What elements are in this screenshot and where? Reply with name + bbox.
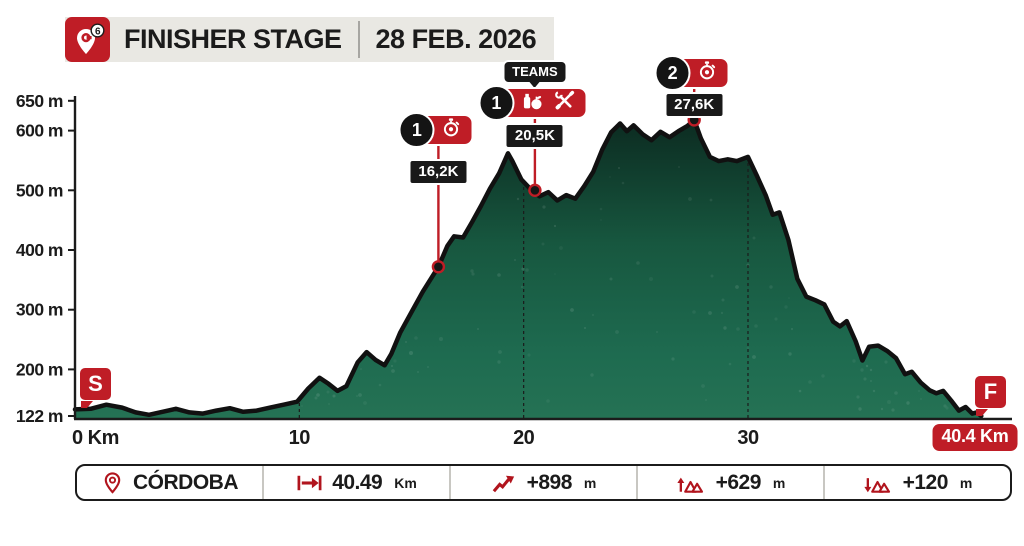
marker-teams-zone: TEAMS 1 20,5K — [478, 60, 588, 149]
finish-flag: F — [975, 376, 1006, 416]
y-tick-label: 600 m — [16, 121, 63, 141]
location-pin-icon — [104, 471, 121, 494]
info-descent-metric: +120 m — [823, 466, 1010, 499]
race-logo: 6 — [65, 17, 110, 62]
marker-number: 2 — [654, 55, 691, 91]
marker-pill: 1 — [478, 85, 588, 121]
total-ascent-unit: m — [583, 474, 597, 491]
climb-metric-value: +629 — [715, 470, 762, 494]
y-tick-label: 650 m — [16, 91, 63, 111]
marker-timecheck-2: 2 27,6K — [654, 55, 730, 118]
elevation-chart-svg: 650 m 600 m 500 m 400 m 300 m 200 m 122 m 0 Km 1… — [16, 87, 1012, 449]
profile-area — [75, 119, 982, 420]
feed-zone-icon — [520, 90, 544, 116]
climb-metric-unit: m — [772, 474, 786, 491]
svg-text:6: 6 — [94, 26, 100, 37]
ascent-arrow-icon — [492, 475, 514, 492]
marker-pill: 2 — [654, 55, 730, 91]
mountain-down-icon — [863, 477, 890, 493]
info-start-location: CÓRDOBA — [77, 466, 262, 499]
marker-km-label: 16,2K — [408, 159, 469, 185]
start-location-value: CÓRDOBA — [133, 470, 239, 494]
elevation-chart: 650 m 600 m 500 m 400 m 300 m 200 m 122 m 0 Km 1… — [0, 0, 1024, 460]
start-flag: S — [80, 368, 111, 408]
page-title: FINISHER STAGE — [124, 24, 342, 54]
marker-pill: 1 — [398, 112, 474, 148]
marker-tag: TEAMS — [502, 60, 568, 84]
stage-header: 6 FINISHER STAGE 28 FEB. 2026 — [65, 17, 555, 62]
y-tick-label: 122 m — [16, 406, 63, 426]
x-tick-label: 0 Km — [72, 427, 119, 449]
x-tick-label: 30 — [737, 427, 759, 449]
y-tick-label: 400 m — [16, 240, 63, 260]
stopwatch-icon — [441, 117, 462, 143]
marker-point — [528, 183, 542, 198]
stopwatch-icon — [697, 60, 718, 86]
info-total-ascent: +898 m — [449, 466, 636, 499]
total-distance-unit: Km — [394, 474, 417, 491]
total-ascent-value: +898 — [526, 470, 573, 494]
race-logo-pin-icon: 6 — [76, 22, 105, 54]
profile-outline — [72, 117, 984, 419]
y-tick-label: 200 m — [16, 359, 63, 379]
stage-date: 28 FEB. 2026 — [375, 24, 537, 54]
finish-distance-badge: 40.4 Km — [932, 424, 1018, 451]
info-climb-metric: +629 m — [636, 466, 823, 499]
total-distance-value: 40.49 — [332, 470, 383, 494]
tools-icon — [553, 90, 575, 116]
y-tick-label: 500 m — [16, 180, 63, 200]
marker-km-label: 20,5K — [504, 123, 565, 149]
marker-number: 1 — [478, 85, 515, 121]
header-divider — [357, 21, 360, 58]
y-tick-label: 300 m — [16, 300, 63, 320]
marker-km-label: 27,6K — [664, 92, 725, 118]
x-tick-label: 20 — [513, 427, 535, 449]
descent-metric-value: +120 — [902, 470, 949, 494]
marker-timecheck-1: 1 16,2K — [398, 112, 474, 185]
profile-texture — [301, 166, 949, 412]
info-total-distance: 40.49 Km — [262, 466, 449, 499]
stage-info-bar: CÓRDOBA 40.49 Km +898 m +629 m +120 m — [75, 464, 1012, 501]
descent-metric-unit: m — [959, 474, 973, 491]
x-tick-label: 10 — [289, 427, 311, 449]
distance-icon — [297, 475, 322, 490]
mountain-up-icon — [676, 477, 703, 493]
marker-point — [431, 260, 446, 274]
marker-number: 1 — [398, 112, 435, 148]
